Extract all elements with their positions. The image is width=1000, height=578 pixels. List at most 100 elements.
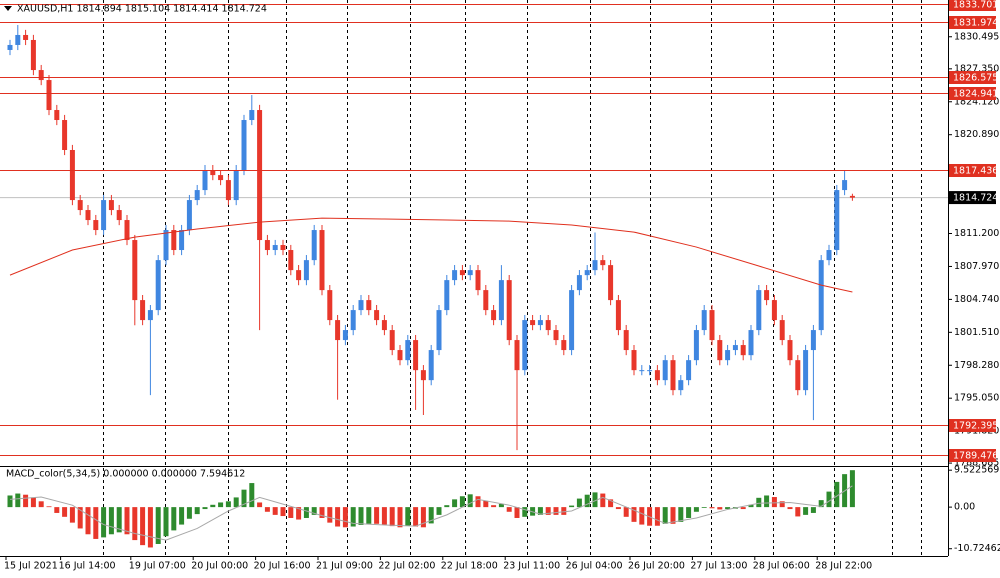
histogram-bar xyxy=(420,507,426,528)
y-tick-label: 1807.970 xyxy=(954,261,999,272)
histogram-bar xyxy=(522,507,528,517)
candle-body xyxy=(452,270,458,281)
candle-body xyxy=(584,270,590,276)
histogram-bar xyxy=(779,501,785,508)
histogram-bar xyxy=(467,494,473,508)
histogram-bar xyxy=(436,507,442,515)
x-tick-label: 27 Jul 13:00 xyxy=(690,561,747,572)
histogram-bar xyxy=(397,507,403,528)
histogram-bar xyxy=(701,507,707,508)
candle-body xyxy=(623,330,629,351)
histogram-bar xyxy=(124,507,130,535)
histogram-bar xyxy=(444,505,450,508)
histogram-bar xyxy=(163,507,169,537)
histogram-bar xyxy=(639,507,645,525)
candle-body xyxy=(179,230,185,251)
candle-body xyxy=(662,360,668,381)
y-tick-label: 1827.350 xyxy=(954,63,999,74)
y-tick-label: 1811.200 xyxy=(954,228,999,239)
histogram-bar xyxy=(834,481,840,508)
histogram-bar xyxy=(662,507,668,524)
histogram-bar xyxy=(670,507,676,524)
histogram-bar xyxy=(787,507,793,510)
candle-body xyxy=(576,275,582,291)
histogram-bar xyxy=(569,505,575,508)
candle-body xyxy=(842,180,848,191)
x-tick-label: 28 Jul 22:00 xyxy=(815,561,872,572)
x-tick-label: 26 Jul 20:00 xyxy=(628,561,685,572)
histogram-bar xyxy=(335,507,341,527)
histogram-bar xyxy=(101,507,107,538)
histogram-bar xyxy=(631,507,637,522)
symbol-menu-icon[interactable] xyxy=(4,6,12,11)
histogram-bar xyxy=(54,507,60,513)
candle-body xyxy=(264,240,270,251)
candle-body xyxy=(740,345,746,356)
x-tick-label: 21 Jul 09:00 xyxy=(316,561,373,572)
axes: 1830.495 1827.350 1824.120 1820.890 1811.200… xyxy=(4,0,1000,572)
histogram-bar xyxy=(584,494,590,508)
candle-body xyxy=(186,200,192,231)
level-label-box xyxy=(949,164,996,177)
histogram-bar xyxy=(576,498,582,508)
histogram-bar xyxy=(686,507,692,518)
candle-body xyxy=(779,320,785,341)
histogram-bar xyxy=(475,496,481,508)
candle-body xyxy=(101,200,107,231)
histogram-bar xyxy=(459,496,465,508)
level-label: 1824.941 xyxy=(953,89,998,100)
candle-body xyxy=(787,340,793,361)
candle-body xyxy=(553,330,559,341)
histogram-bar xyxy=(537,507,543,515)
current-price-label: 1814.724 xyxy=(953,193,998,204)
histogram-bar xyxy=(693,507,699,512)
histogram-bar xyxy=(740,507,746,510)
candle-body xyxy=(233,170,239,201)
histogram-bar xyxy=(748,504,754,508)
histogram-bar xyxy=(764,495,770,508)
level-label: 1817.436 xyxy=(953,166,998,177)
signal-line xyxy=(9,485,853,541)
candle-body xyxy=(491,310,497,321)
candle-body xyxy=(537,320,543,326)
histogram-bar xyxy=(678,507,684,522)
x-tick-label: 20 Jul 00:00 xyxy=(191,561,248,572)
histogram-bar xyxy=(795,507,801,517)
candle-body xyxy=(140,300,146,321)
candle-body xyxy=(686,360,692,381)
candle-body xyxy=(600,260,606,266)
candle-body xyxy=(545,320,551,331)
y-tick-label: 1804.740 xyxy=(954,294,999,305)
histogram-bar xyxy=(491,505,497,508)
candle-body xyxy=(436,310,442,351)
level-label-box xyxy=(949,71,996,84)
y-tick-label: 1798.280 xyxy=(954,360,999,371)
candle-body xyxy=(701,310,707,331)
candle-body xyxy=(54,110,60,121)
level-label: 1833.701 xyxy=(953,0,998,11)
histogram-bar xyxy=(654,507,660,526)
histogram-bar xyxy=(303,507,309,518)
histogram-bar xyxy=(327,507,333,523)
histogram-bar xyxy=(264,507,270,512)
candle-body xyxy=(296,270,302,281)
histogram-bar xyxy=(592,492,598,508)
y-tick-label: 1801.510 xyxy=(954,327,999,338)
candle-body xyxy=(366,300,372,311)
histogram-bar xyxy=(428,507,434,524)
histogram-bar xyxy=(803,507,809,515)
histogram-bar xyxy=(311,507,317,515)
candle-body xyxy=(194,190,200,201)
histogram-bar xyxy=(202,507,208,510)
level-label-box xyxy=(949,87,996,100)
histogram-bar xyxy=(709,507,715,509)
candle-body xyxy=(592,260,598,271)
x-tick-label: 22 Jul 02:00 xyxy=(378,561,435,572)
histogram-bar xyxy=(717,507,723,510)
candle-body xyxy=(483,290,489,311)
indicator-title: MACD_color(5,34,5) 0.000000 0.000000 7.5… xyxy=(6,469,245,480)
candle-body xyxy=(225,180,231,201)
y-tick-label: 9.522569 xyxy=(954,465,999,476)
candle-body xyxy=(826,250,832,261)
